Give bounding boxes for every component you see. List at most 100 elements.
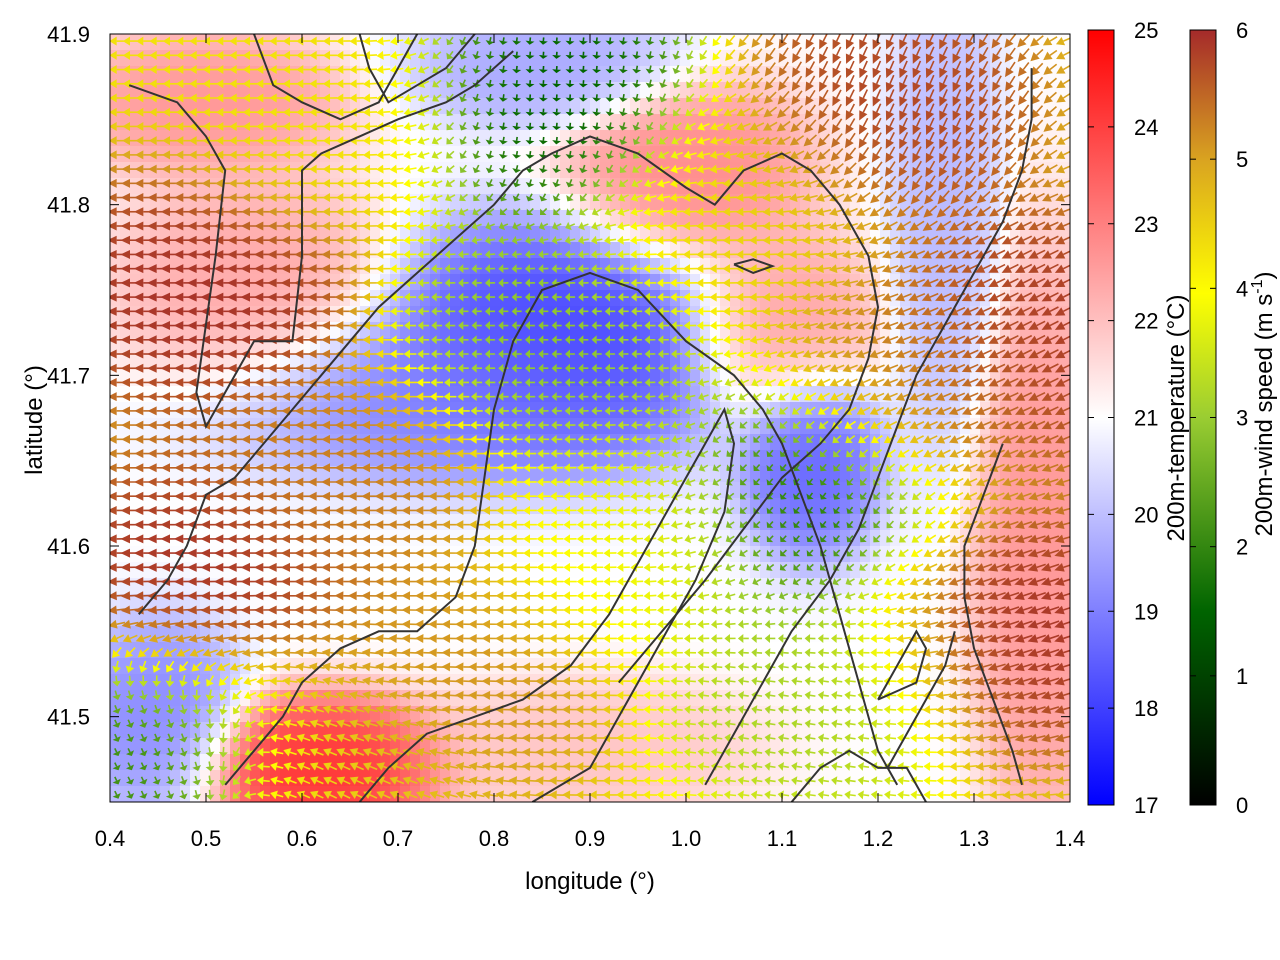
temperature-cell — [650, 754, 661, 771]
temperature-cell — [210, 658, 221, 675]
wind-vector — [859, 46, 868, 64]
temperature-cell — [370, 210, 381, 227]
temperature-cell — [180, 434, 191, 451]
temperature-cell — [640, 258, 651, 275]
temperature-cell — [890, 50, 901, 67]
temperature-cell — [230, 82, 241, 99]
temperature-cell — [880, 530, 891, 547]
temperature-cell — [870, 450, 881, 467]
temperature-cell — [430, 594, 441, 611]
temperature-cell — [690, 306, 701, 323]
wind-vector — [1005, 75, 1016, 92]
temperature-cell — [540, 722, 551, 739]
temperature-cell — [660, 690, 671, 707]
temperature-cell — [500, 482, 511, 499]
temperature-cell — [1040, 706, 1051, 723]
temperature-cell — [420, 386, 431, 403]
temperature-cell — [980, 322, 991, 339]
temperature-cell — [370, 450, 381, 467]
temperature-cell — [290, 562, 301, 579]
temperature-cell — [120, 434, 131, 451]
temperature-cell — [740, 674, 751, 691]
temperature-cell — [570, 706, 581, 723]
temperature-cell — [720, 98, 731, 115]
temperature-cell — [860, 370, 871, 387]
wind-vector — [202, 50, 218, 60]
temperature-cell — [200, 226, 211, 243]
temperature-cell — [940, 642, 951, 659]
temperature-cell — [140, 578, 151, 595]
temperature-cell — [980, 466, 991, 483]
temperature-cell — [660, 322, 671, 339]
temperature-cell — [610, 610, 621, 627]
temperature-cell — [660, 546, 671, 563]
temperature-cell — [450, 754, 461, 771]
temperature-cell — [860, 594, 871, 611]
temperature-cell — [110, 578, 121, 595]
temperature-cell — [290, 658, 301, 675]
temperature-cell — [910, 706, 921, 723]
temperature-cell — [480, 514, 491, 531]
temperature-cell — [560, 386, 571, 403]
temperature-cell — [260, 338, 271, 355]
temperature-cell — [250, 722, 261, 739]
temperature-cell — [280, 450, 291, 467]
temperature-cell — [480, 642, 491, 659]
temperature-cell — [780, 370, 791, 387]
temperature-cell — [320, 306, 331, 323]
temperature-cell — [390, 370, 401, 387]
temperature-cell — [370, 178, 381, 195]
temperature-cell — [530, 754, 541, 771]
temperature-cell — [290, 578, 301, 595]
temperature-cell — [820, 754, 831, 771]
wind-vector — [632, 93, 642, 102]
temperature-cell — [510, 210, 521, 227]
temperature-cell — [530, 274, 541, 291]
temperature-cell — [250, 434, 261, 451]
temperature-cell — [640, 706, 651, 723]
temperature-cell — [570, 722, 581, 739]
temperature-cell — [530, 210, 541, 227]
temperature-cell — [1040, 338, 1051, 355]
temperature-cell — [420, 242, 431, 259]
temperature-cell — [500, 498, 511, 515]
temperature-cell — [290, 418, 301, 435]
temperature-cell — [780, 258, 791, 275]
temperature-cell — [200, 466, 211, 483]
temperature-cell — [700, 418, 711, 435]
temperature-cell — [320, 738, 331, 755]
temperature-cell — [500, 306, 511, 323]
temperature-cell — [560, 722, 571, 739]
temperature-cell — [850, 594, 861, 611]
temperature-cell — [560, 754, 571, 771]
temperature-cell — [320, 338, 331, 355]
temperature-cell — [160, 450, 171, 467]
temperature-cell — [290, 226, 301, 243]
temperature-cell — [600, 706, 611, 723]
temperature-cell — [730, 498, 741, 515]
temperature-cell — [1020, 354, 1031, 371]
temperature-cell — [300, 210, 311, 227]
temperature-cell — [110, 226, 121, 243]
temperature-cell — [220, 290, 231, 307]
temperature-cell — [330, 546, 341, 563]
temperature-cell — [360, 706, 371, 723]
temperature-cell — [460, 290, 471, 307]
temperature-cell — [270, 706, 281, 723]
temperature-cell — [700, 514, 711, 531]
temperature-cell — [530, 194, 541, 211]
temperature-cell — [760, 610, 771, 627]
wind-vector — [592, 51, 602, 59]
temperature-cell — [600, 82, 611, 99]
temperature-cell — [660, 386, 671, 403]
temperature-cell — [600, 226, 611, 243]
temperature-cell — [1060, 514, 1070, 531]
temperature-cell — [380, 258, 391, 275]
temperature-cell — [730, 82, 741, 99]
temperature-cell — [650, 226, 661, 243]
temperature-cell — [420, 770, 431, 787]
temperature-cell — [420, 82, 431, 99]
temperature-cell — [500, 258, 511, 275]
temperature-cell — [510, 754, 521, 771]
temperature-cell — [730, 626, 741, 643]
